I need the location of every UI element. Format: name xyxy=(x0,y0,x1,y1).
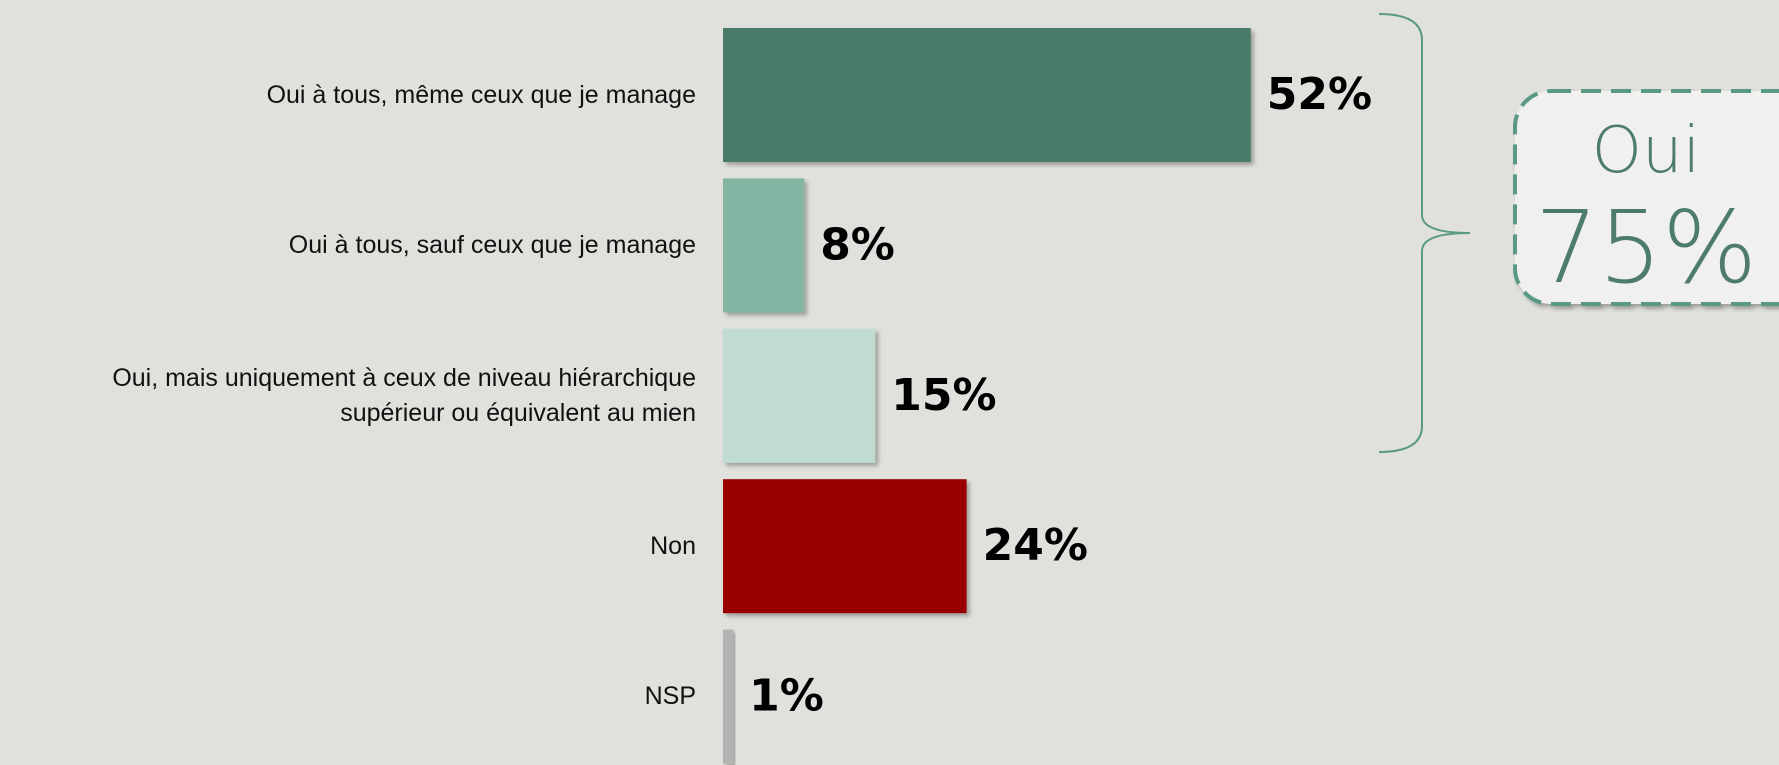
bar xyxy=(723,479,967,614)
annotation-box xyxy=(1513,89,1779,306)
value-label: 52% xyxy=(1267,69,1372,120)
category-label: Oui, mais uniquement à ceux de niveau hi… xyxy=(112,363,696,427)
bar xyxy=(723,28,1251,162)
annotation-title: Oui xyxy=(1592,114,1701,188)
category-label: Non xyxy=(650,531,696,560)
value-label: 24% xyxy=(983,520,1088,571)
brace xyxy=(1378,13,1471,453)
value-label: 8% xyxy=(820,219,895,270)
bar xyxy=(723,629,734,764)
category-label: NSP xyxy=(644,682,696,711)
bar xyxy=(723,178,805,313)
value-label: 1% xyxy=(749,671,824,722)
value-label: 15% xyxy=(891,370,996,421)
annotation-value: 75% xyxy=(1535,189,1757,306)
category-label: Oui à tous, sauf ceux que je manage xyxy=(288,230,696,259)
category-label: Oui à tous, même ceux que je manage xyxy=(266,80,696,109)
bar xyxy=(723,328,876,463)
